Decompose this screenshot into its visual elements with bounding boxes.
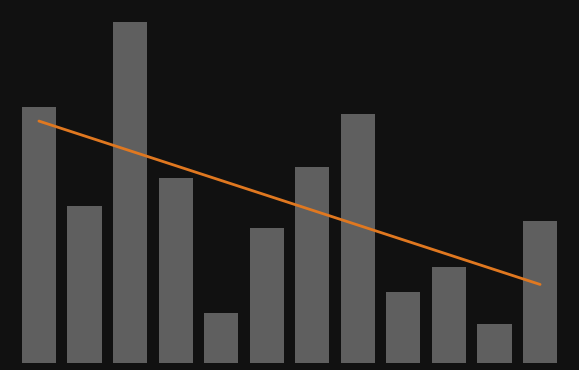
Bar <box>341 114 375 363</box>
Bar <box>386 292 420 363</box>
Bar <box>432 267 466 363</box>
Bar <box>113 21 147 363</box>
Bar <box>250 228 284 363</box>
Bar <box>22 107 56 363</box>
Bar <box>295 167 329 363</box>
Bar <box>478 323 512 363</box>
Bar <box>204 313 238 363</box>
Bar <box>67 206 101 363</box>
Bar <box>523 221 557 363</box>
Bar <box>159 178 193 363</box>
